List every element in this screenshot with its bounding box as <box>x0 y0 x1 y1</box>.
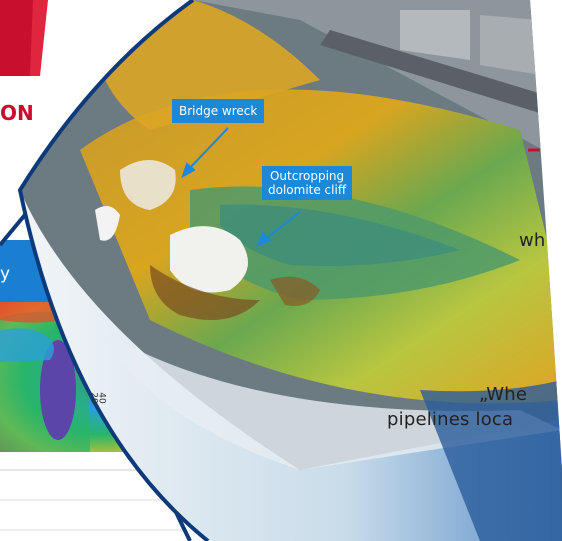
heading-fragment: ON <box>0 101 34 125</box>
bridge-wreck-label: Bridge wreck <box>179 104 258 118</box>
cliff-label-line1: Outcropping <box>269 169 345 183</box>
body-text-fragment: pipelines loca <box>387 409 514 430</box>
arrow-icon <box>181 127 301 247</box>
quote-text-fragment: „Whe <box>479 384 528 405</box>
brand-logo-fragment <box>0 0 33 76</box>
contour-tick-label: 40 <box>96 392 107 404</box>
bridge-wreck-callout: Bridge wreck <box>172 99 265 123</box>
panel-label-fragment: y <box>0 264 11 284</box>
cliff-label-line2: dolomite cliff <box>268 183 347 197</box>
dolomite-cliff-callout: Outcropping dolomite cliff <box>262 166 353 200</box>
body-text-fragment: wh <box>519 230 546 251</box>
